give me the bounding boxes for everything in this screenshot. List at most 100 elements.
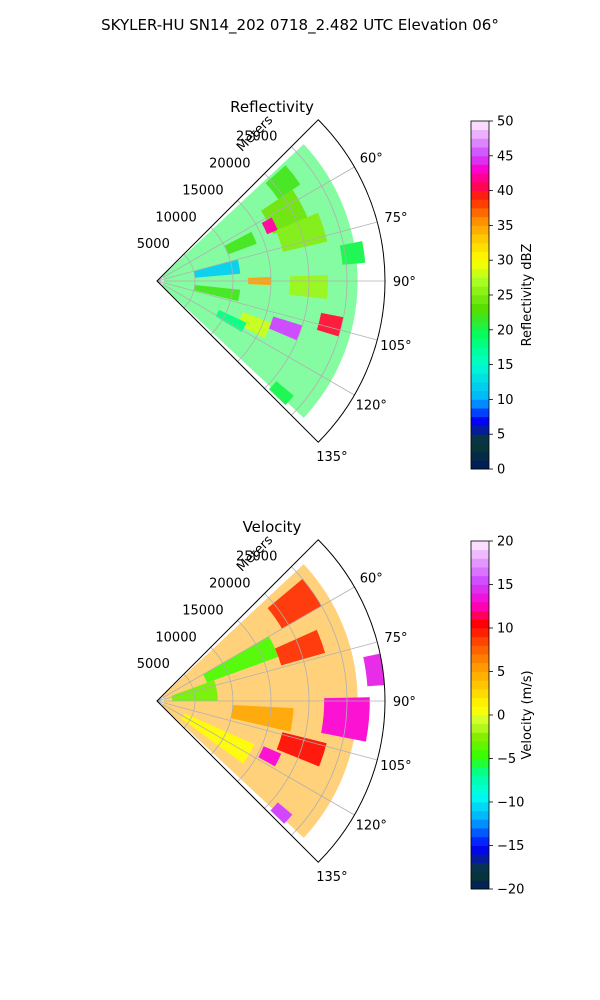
colorbar-tick-label-7: 15 xyxy=(497,578,514,593)
colorbar-tick-label-1: −15 xyxy=(497,839,524,854)
colorbar-segment xyxy=(471,828,489,838)
colorbar-segment xyxy=(471,723,489,733)
colorbar-tick-label-8: 20 xyxy=(497,535,514,550)
azimuth-gridline-0 xyxy=(156,586,355,702)
azimuth-tick-label-0: 60° xyxy=(360,571,383,586)
figure-title: SKYLER-HU SN14_202 0718_2.482 UTC Elevat… xyxy=(101,16,499,34)
colorbar-segment xyxy=(471,610,489,620)
range-tick-label-0: 5000 xyxy=(137,237,170,252)
azimuth-tick-label-0: 60° xyxy=(360,151,383,166)
range-tick-label-2: 15000 xyxy=(182,603,223,618)
range-tick-label-4: 25000 xyxy=(236,550,277,565)
colorbar-segment xyxy=(471,654,489,664)
colorbar-segment xyxy=(471,793,489,803)
colorbar-segment xyxy=(471,321,489,331)
colorbar-segment xyxy=(471,749,489,759)
colorbar-tick-label-6: 10 xyxy=(497,622,514,637)
colorbar-segment xyxy=(471,549,489,559)
echo-cell-6 xyxy=(231,704,294,732)
range-tick-label-3: 20000 xyxy=(209,157,250,172)
colorbar-tick-label-9: 45 xyxy=(497,149,514,164)
colorbar-segment xyxy=(471,173,489,183)
sector-frame xyxy=(156,119,386,443)
colorbar-segment xyxy=(471,347,489,357)
colorbar-label: Reflectivity dBZ xyxy=(520,244,535,347)
colorbar-tick-label-4: 20 xyxy=(497,323,514,338)
colorbar-segment xyxy=(471,286,489,296)
colorbar-segment xyxy=(471,181,489,191)
azimuth-gridline-3 xyxy=(156,700,378,761)
colorbar-segment xyxy=(471,741,489,751)
azimuth-tick-label-3: 105° xyxy=(380,759,411,774)
colorbar-segment xyxy=(471,784,489,794)
echo-cell-3 xyxy=(224,231,257,255)
colorbar-segment xyxy=(471,819,489,829)
colorbar-segment xyxy=(471,355,489,365)
colorbar-tick-label-8: 40 xyxy=(497,184,514,199)
echo-cell-14 xyxy=(269,381,294,406)
colorbar-segment xyxy=(471,680,489,690)
colorbar-segment xyxy=(471,338,489,348)
colorbar-segment xyxy=(471,715,489,725)
colorbar-segment xyxy=(471,558,489,568)
colorbar-segment xyxy=(471,697,489,707)
colorbar-segment xyxy=(471,399,489,409)
colorbar-tick-label-1: 5 xyxy=(497,428,505,443)
echo-cell-5 xyxy=(321,697,370,742)
colorbar-segment xyxy=(471,121,489,131)
azimuth-gridline-4 xyxy=(156,280,355,396)
colorbar-segment xyxy=(471,260,489,270)
colorbar-segment xyxy=(471,138,489,148)
azimuth-tick-label-1: 75° xyxy=(384,211,407,226)
colorbar-segment xyxy=(471,225,489,235)
echo-cell-11 xyxy=(268,316,303,341)
azimuth-gridline-3 xyxy=(156,280,378,341)
colorbar-segment xyxy=(471,382,489,392)
echo-cell-12 xyxy=(237,312,272,339)
azimuth-tick-label-4: 120° xyxy=(356,819,387,834)
colorbar-segment xyxy=(471,416,489,426)
colorbar-segment xyxy=(471,251,489,261)
range-tick-label-0: 5000 xyxy=(137,657,170,672)
colorbar-segment xyxy=(471,636,489,646)
range-tick-label-4: 25000 xyxy=(236,130,277,145)
colorbar-segment xyxy=(471,425,489,435)
colorbar-tick-label-2: 10 xyxy=(497,393,514,408)
colorbar-segment xyxy=(471,312,489,322)
colorbar-segment xyxy=(471,364,489,374)
colorbar-segment xyxy=(471,862,489,872)
echo-cell-4 xyxy=(363,653,385,687)
colorbar-segment xyxy=(471,767,489,777)
azimuth-tick-label-4: 120° xyxy=(356,399,387,414)
colorbar-label: Velocity (m/s) xyxy=(520,670,535,759)
colorbar-segment xyxy=(471,567,489,577)
azimuth-gridline-1 xyxy=(156,641,378,702)
colorbar-segment xyxy=(471,390,489,400)
colorbar-segment xyxy=(471,295,489,305)
colorbar-segment xyxy=(471,810,489,820)
colorbar-segment xyxy=(471,775,489,785)
colorbar-tick-label-6: 30 xyxy=(497,254,514,269)
velocity-panel: 500010000150002000025000Meters60°75°90°1… xyxy=(137,518,535,898)
azimuth-tick-label-1: 75° xyxy=(384,631,407,646)
echo-cell-0 xyxy=(267,578,322,629)
colorbar-segment xyxy=(471,147,489,157)
colorbar-tick-label-0: 0 xyxy=(497,463,505,478)
colorbar-segment xyxy=(471,688,489,698)
colorbar-segment xyxy=(471,601,489,611)
range-tick-label-2: 15000 xyxy=(182,183,223,198)
panel-title: Velocity xyxy=(243,518,302,536)
colorbar-segment xyxy=(471,190,489,200)
colorbar-segment xyxy=(471,303,489,313)
colorbar-tick-label-0: −20 xyxy=(497,883,524,898)
colorbar-segment xyxy=(471,584,489,594)
colorbar-segment xyxy=(471,242,489,252)
echo-cell-7 xyxy=(276,732,327,767)
colorbar-segment xyxy=(471,628,489,638)
azimuth-tick-label-2: 90° xyxy=(393,695,416,710)
colorbar-segment xyxy=(471,408,489,418)
colorbar-segment xyxy=(471,593,489,603)
colorbar-tick-label-5: 25 xyxy=(497,289,514,304)
azimuth-tick-label-2: 90° xyxy=(393,275,416,290)
colorbar-segment xyxy=(471,706,489,716)
